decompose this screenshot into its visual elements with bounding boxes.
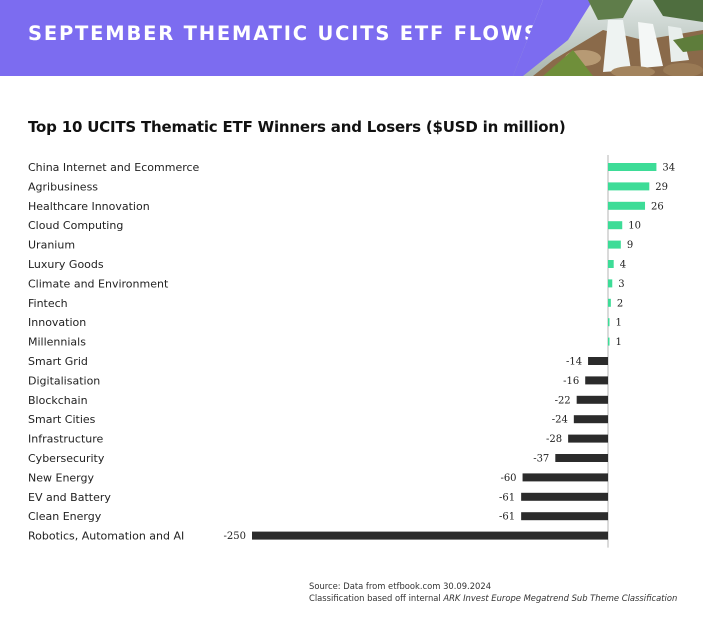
bar xyxy=(252,531,608,540)
value-label: 10 xyxy=(628,221,641,232)
bar xyxy=(608,318,610,327)
header-banner: SEPTEMBER THEMATIC UCITS ETF FLOWS xyxy=(0,0,703,76)
category-label: New Energy xyxy=(28,471,94,484)
bar xyxy=(555,454,608,462)
banner-title: SEPTEMBER THEMATIC UCITS ETF FLOWS xyxy=(28,22,540,45)
bar xyxy=(608,337,610,346)
category-label: Millennials xyxy=(28,336,86,349)
value-label: -61 xyxy=(499,512,515,523)
source-note: Source: Data from etfbook.com 30.09.2024… xyxy=(309,580,677,604)
bar xyxy=(573,415,608,424)
category-label: Blockchain xyxy=(28,394,88,407)
bar xyxy=(608,221,623,230)
classification-prefix: Classification based off internal xyxy=(309,593,444,603)
category-label: EV and Battery xyxy=(28,491,111,504)
category-label: Smart Cities xyxy=(28,413,96,426)
bar xyxy=(522,473,608,482)
bar xyxy=(576,395,608,404)
value-label: -250 xyxy=(224,531,246,542)
source-line: Source: Data from etfbook.com 30.09.2024 xyxy=(309,581,492,591)
category-label: Climate and Environment xyxy=(28,277,169,290)
value-label: 26 xyxy=(651,201,664,212)
value-label: -61 xyxy=(499,492,515,503)
value-label: -28 xyxy=(546,434,562,445)
bar xyxy=(585,376,608,385)
value-label: -24 xyxy=(552,415,568,426)
bar xyxy=(568,434,608,443)
category-label: Agribusiness xyxy=(28,180,98,193)
bar xyxy=(608,240,621,249)
value-label: -37 xyxy=(533,454,549,465)
category-label: Luxury Goods xyxy=(28,258,104,271)
category-label: Healthcare Innovation xyxy=(28,200,150,213)
value-label: 29 xyxy=(655,182,668,193)
value-label: -14 xyxy=(566,357,582,368)
bar xyxy=(608,279,613,288)
bar xyxy=(521,492,608,501)
category-label: Fintech xyxy=(28,297,68,310)
chart-title: Top 10 UCITS Thematic ETF Winners and Lo… xyxy=(28,118,566,136)
category-label: China Internet and Ecommerce xyxy=(28,161,200,174)
bar xyxy=(608,260,614,268)
category-label: Infrastructure xyxy=(28,433,104,446)
bar xyxy=(608,298,611,307)
value-label: -22 xyxy=(555,395,571,406)
bar xyxy=(608,182,650,191)
value-label: 9 xyxy=(627,240,633,251)
bar xyxy=(608,201,646,210)
value-label: 4 xyxy=(620,260,626,271)
value-label: -16 xyxy=(563,376,579,387)
category-label: Innovation xyxy=(28,316,86,329)
category-label: Cloud Computing xyxy=(28,219,123,232)
category-label: Digitalisation xyxy=(28,374,100,387)
category-label: Smart Grid xyxy=(28,355,88,368)
bar xyxy=(608,163,657,171)
value-label: 1 xyxy=(616,337,622,348)
bar xyxy=(588,357,608,365)
value-label: 3 xyxy=(618,279,624,290)
classification-emphasis: ARK Invest Europe Megatrend Sub Theme Cl… xyxy=(443,593,678,603)
classification-line: Classification based off internal ARK In… xyxy=(309,592,677,604)
bar xyxy=(521,512,608,521)
value-label: 34 xyxy=(662,163,675,174)
category-label: Robotics, Automation and AI xyxy=(28,530,184,543)
value-label: -60 xyxy=(500,473,516,484)
bar-chart: China Internet and Ecommerce 34Agribusine… xyxy=(28,155,675,548)
category-label: Clean Energy xyxy=(28,510,102,523)
category-label: Cybersecurity xyxy=(28,452,105,465)
value-label: 1 xyxy=(616,318,622,329)
waterfall-photo xyxy=(513,0,703,76)
category-label: Uranium xyxy=(28,239,75,252)
value-label: 2 xyxy=(617,298,623,309)
